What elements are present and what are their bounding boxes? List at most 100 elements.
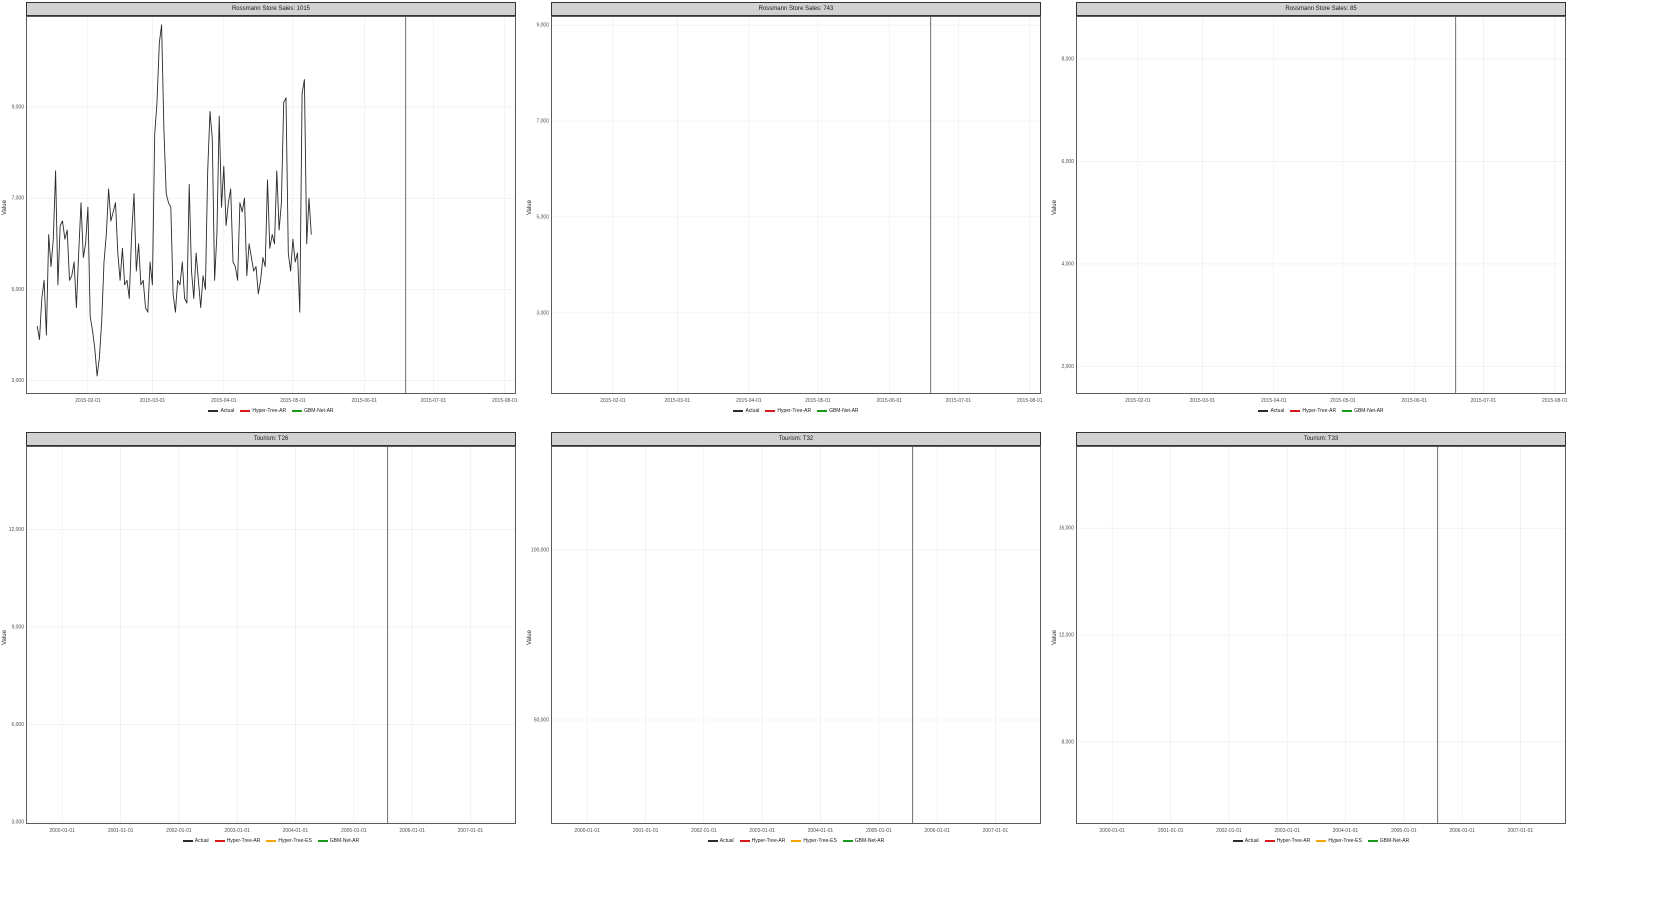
y-axis-label: Value [2, 630, 8, 645]
legend-swatch [1367, 840, 1378, 842]
y-tick-label: 2,000 [1061, 364, 1074, 370]
legend-label: Hyper-Tree-AR [1276, 838, 1311, 844]
legend-item: GBM-Net-AR [842, 838, 885, 844]
legend-label: GBM-Net-AR [329, 838, 360, 844]
x-tick-label: 2015-02-01 [75, 398, 101, 404]
legend-label: GBM-Net-AR [829, 408, 859, 414]
y-tick-label: 6,000 [1061, 159, 1074, 165]
legend-item: GBM-Net-AR [292, 408, 334, 414]
legend-item: Hyper-Tree-AR [214, 838, 261, 844]
y-tick-label: 3,000 [11, 378, 24, 384]
x-tick-label: 2003-01-01 [224, 828, 250, 834]
legend-label: Actual [194, 838, 209, 844]
chart-title: Tourism: T32 [551, 432, 1041, 446]
chart-title: Tourism: T33 [1076, 432, 1566, 446]
legend-swatch [266, 840, 277, 842]
legend-swatch [1232, 840, 1243, 842]
series-line-actual [36, 24, 312, 377]
legend-swatch [1290, 410, 1301, 412]
chart-panel-4: Tourism: T26 Value 2000-01-01 2001-01-01 200… [2, 432, 516, 846]
x-tick-label: 2015-08-01 [1017, 398, 1043, 404]
legend-swatch [739, 840, 750, 842]
x-tick-label: 2007-01-01 [458, 828, 484, 834]
plot-frame [551, 446, 1041, 824]
x-tick-label: 2015-06-01 [1401, 398, 1427, 404]
legend-label: Hyper-Tree-AR [252, 408, 287, 414]
legend-swatch [817, 410, 828, 412]
plot-area: 2015-02-01 2015-03-01 2015-04-01 2015-05-01… [536, 16, 1043, 404]
legend-item: Hyper-Tree-AR [240, 408, 286, 414]
y-axis-label: Value [527, 200, 533, 215]
y-tick-label: 12,000 [1059, 633, 1075, 639]
x-tick-label: 2015-02-01 [600, 398, 626, 404]
plot-area: 2015-02-01 2015-03-01 2015-04-01 2015-05-01… [11, 16, 518, 404]
chart-title: Rossmann Store Sales: 1015 [26, 2, 516, 16]
legend-label: Actual [1270, 408, 1285, 414]
y-tick-label: 9,000 [11, 624, 24, 630]
legend-swatch [707, 840, 718, 842]
x-tick-label: 2003-01-01 [749, 828, 775, 834]
x-tick-label: 2015-05-01 [805, 398, 831, 404]
y-tick-label: 12,000 [9, 527, 25, 533]
x-tick-label: 2015-06-01 [876, 398, 902, 404]
y-tick-label: 7,000 [11, 196, 24, 202]
legend-label: Hyper-Tree-ES [803, 838, 837, 844]
legend-swatch [317, 840, 328, 842]
legend-swatch [208, 410, 219, 412]
legend-swatch [1264, 840, 1275, 842]
legend-item: Hyper-Tree-ES [266, 838, 312, 844]
x-tick-label: 2015-03-01 [140, 398, 166, 404]
chart-panel-5: Tourism: T32 Value 2000-01-01 2001-01-01 200… [527, 432, 1041, 846]
legend-label: GBM-Net-AR [1379, 838, 1410, 844]
legend-item: GBM-Net-AR [1342, 408, 1384, 414]
y-tick-label: 50,000 [534, 718, 550, 724]
x-tick-label: 2015-05-01 [280, 398, 306, 404]
legend-label: Hyper-Tree-AR [1302, 408, 1337, 414]
plot-area: 2000-01-01 2001-01-01 2002-01-01 2003-01-01… [9, 446, 516, 834]
chart-panel-6: Tourism: T33 Value 2000-01-01 2001-01-01 200… [1052, 432, 1566, 846]
legend-swatch [765, 410, 776, 412]
legend-label: Hyper-Tree-ES [278, 838, 312, 844]
x-tick-label: 2015-07-01 [1471, 398, 1497, 404]
x-tick-label: 2006-01-01 [1449, 828, 1475, 834]
chart-title: Rossmann Store Sales: 85 [1076, 2, 1566, 16]
x-tick-label: 2004-01-01 [283, 828, 309, 834]
legend-label: Hyper-Tree-AR [751, 838, 786, 844]
x-tick-label: 2000-01-01 [1099, 828, 1125, 834]
x-tick-label: 2000-01-01 [49, 828, 75, 834]
x-tick-label: 2015-05-01 [1330, 398, 1356, 404]
legend-label: Hyper-Tree-AR [226, 838, 261, 844]
y-tick-label: 6,000 [11, 722, 24, 728]
x-tick-label: 2001-01-01 [1158, 828, 1184, 834]
y-axis-label: Value [2, 200, 8, 215]
x-tick-label: 2007-01-01 [1508, 828, 1534, 834]
x-tick-label: 2015-04-01 [736, 398, 762, 404]
legend-label: GBM-Net-AR [854, 838, 885, 844]
legend-label: Actual [745, 408, 760, 414]
y-axis-label: Value [527, 630, 533, 645]
x-tick-label: 2002-01-01 [691, 828, 717, 834]
x-tick-label: 2015-03-01 [665, 398, 691, 404]
legend: Actual Hyper-Tree-AR GBM-Net-AR [551, 408, 1041, 414]
legend-item: Actual [1258, 408, 1284, 414]
legend-swatch [842, 840, 853, 842]
y-tick-label: 8,000 [1061, 56, 1074, 62]
legend-label: GBM-Net-AR [304, 408, 334, 414]
x-tick-label: 2015-07-01 [421, 398, 447, 404]
plot-area: 2000-01-01 2001-01-01 2002-01-01 2003-01-01… [531, 446, 1041, 834]
plot-frame [26, 446, 516, 824]
legend-item: Actual [182, 838, 209, 844]
chart-title: Tourism: T26 [26, 432, 516, 446]
legend-swatch [733, 410, 744, 412]
chart-panel-3: Rossmann Store Sales: 85 Value 2015-02-01 2… [1052, 2, 1568, 414]
x-tick-label: 2001-01-01 [108, 828, 134, 834]
legend: Actual Hyper-Tree-AR Hyper-Tree-ES GBM-Net-… [1076, 838, 1566, 844]
y-tick-label: 4,000 [1061, 261, 1074, 267]
legend-label: GBM-Net-AR [1354, 408, 1384, 414]
legend: Actual Hyper-Tree-AR Hyper-Tree-ES GBM-Net-… [26, 838, 516, 844]
legend-label: Actual [220, 408, 235, 414]
legend-item: Actual [707, 838, 734, 844]
y-tick-label: 5,000 [536, 214, 549, 220]
legend-item: GBM-Net-AR [817, 408, 859, 414]
